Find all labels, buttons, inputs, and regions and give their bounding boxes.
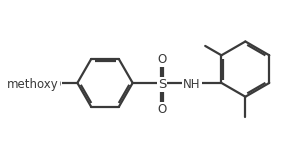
Text: O: O <box>158 103 167 116</box>
Text: O: O <box>158 53 167 66</box>
Text: O: O <box>51 78 61 91</box>
Text: NH: NH <box>183 78 201 91</box>
Text: S: S <box>158 78 166 91</box>
Text: methoxy: methoxy <box>7 78 59 91</box>
